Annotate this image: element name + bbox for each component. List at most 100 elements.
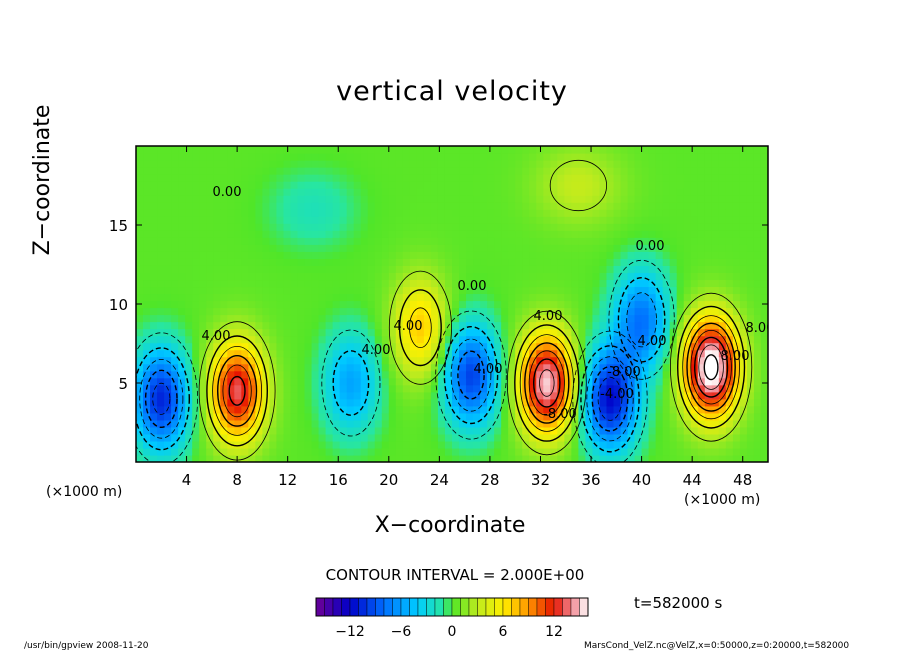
heatmap-cell	[529, 181, 537, 189]
heatmap-cell	[578, 356, 587, 365]
heatmap-cell	[739, 209, 748, 217]
heatmap-cell	[564, 146, 572, 154]
heatmap-cell	[627, 370, 636, 379]
heatmap-cell	[185, 230, 193, 238]
heatmap-cell	[304, 307, 313, 316]
heatmap-cell	[171, 188, 179, 196]
heatmap-cell	[487, 279, 495, 288]
heatmap-cell	[634, 202, 643, 210]
heatmap-cell	[683, 188, 692, 196]
heatmap-cell	[255, 160, 263, 168]
heatmap-cell	[627, 146, 636, 154]
heatmap-cell	[276, 244, 285, 252]
heatmap-cell	[416, 349, 425, 358]
heatmap-cell	[732, 146, 741, 154]
heatmap-cell	[739, 279, 748, 288]
heatmap-cell	[416, 223, 425, 231]
heatmap-cell	[466, 440, 474, 449]
heatmap-cell	[206, 216, 214, 224]
heatmap-cell	[164, 349, 172, 358]
heatmap-cell	[430, 391, 439, 400]
heatmap-cell	[164, 328, 172, 337]
heatmap-cell	[669, 370, 678, 379]
heatmap-cell	[220, 244, 228, 252]
heatmap-cell	[676, 146, 685, 154]
heatmap-cell	[318, 195, 327, 203]
heatmap-cell	[676, 195, 685, 203]
heatmap-cell	[599, 216, 608, 224]
heatmap-cell	[318, 230, 327, 238]
heatmap-cell	[634, 153, 643, 161]
heatmap-cell	[437, 349, 446, 358]
heatmap-cell	[487, 202, 495, 210]
heatmap-cell	[676, 202, 685, 210]
heatmap-cell	[367, 384, 376, 393]
heatmap-cell	[613, 188, 622, 196]
heatmap-cell	[311, 286, 320, 295]
heatmap-cell	[655, 174, 664, 182]
heatmap-cell	[325, 244, 334, 252]
heatmap-cell	[353, 230, 362, 238]
heatmap-cell	[297, 300, 306, 309]
heatmap-cell	[402, 258, 411, 266]
heatmap-cell	[234, 279, 242, 288]
heatmap-cell	[409, 321, 418, 330]
heatmap-cell	[599, 342, 608, 351]
heatmap-cell	[199, 314, 207, 323]
heatmap-cell	[297, 230, 306, 238]
heatmap-cell	[311, 209, 320, 217]
heatmap-cell	[473, 181, 481, 189]
heatmap-cell	[648, 419, 657, 428]
heatmap-cell	[543, 384, 551, 393]
heatmap-cell	[669, 314, 678, 323]
heatmap-cell	[529, 258, 537, 266]
heatmap-cell	[430, 258, 439, 266]
heatmap-cell	[732, 293, 741, 302]
heatmap-cell	[157, 237, 165, 245]
heatmap-cell	[669, 181, 678, 189]
heatmap-cell	[487, 230, 495, 238]
heatmap-cell	[171, 300, 179, 309]
heatmap-cell	[360, 230, 369, 238]
heatmap-cell	[318, 377, 327, 386]
heatmap-cell	[599, 328, 608, 337]
heatmap-cell	[206, 314, 214, 323]
heatmap-cell	[606, 433, 615, 442]
heatmap-cell	[444, 307, 453, 316]
heatmap-cell	[662, 167, 671, 175]
heatmap-cell	[367, 153, 376, 161]
heatmap-cell	[297, 321, 306, 330]
heatmap-cell	[746, 202, 755, 210]
heatmap-cell	[592, 335, 601, 344]
heatmap-cell	[136, 335, 144, 344]
heatmap-cell	[711, 384, 720, 393]
heatmap-cell	[641, 272, 650, 281]
heatmap-cell	[487, 384, 495, 393]
contour-label: 8.00	[721, 349, 750, 364]
heatmap-cell	[732, 412, 741, 421]
heatmap-cell	[437, 258, 446, 266]
heatmap-cell	[746, 335, 755, 344]
heatmap-cell	[381, 384, 390, 393]
heatmap-cell	[550, 335, 558, 344]
heatmap-cell	[409, 398, 418, 407]
heatmap-cell	[388, 363, 397, 372]
heatmap-cell	[732, 398, 741, 407]
heatmap-cell	[690, 265, 699, 273]
heatmap-cell	[269, 440, 278, 449]
colorbar-swatch	[434, 597, 444, 617]
heatmap-cell	[430, 342, 439, 351]
heatmap-cell	[529, 419, 537, 428]
heatmap-cell	[557, 433, 565, 442]
heatmap-cell	[213, 321, 221, 330]
heatmap-cell	[269, 223, 278, 231]
heatmap-cell	[276, 174, 285, 182]
heatmap-cell	[178, 447, 186, 456]
heatmap-cell	[557, 174, 565, 182]
heatmap-cell	[732, 349, 741, 358]
heatmap-cell	[304, 405, 313, 414]
heatmap-cell	[199, 377, 207, 386]
heatmap-cell	[543, 230, 551, 238]
heatmap-cell	[634, 307, 643, 316]
heatmap-cell	[641, 335, 650, 344]
